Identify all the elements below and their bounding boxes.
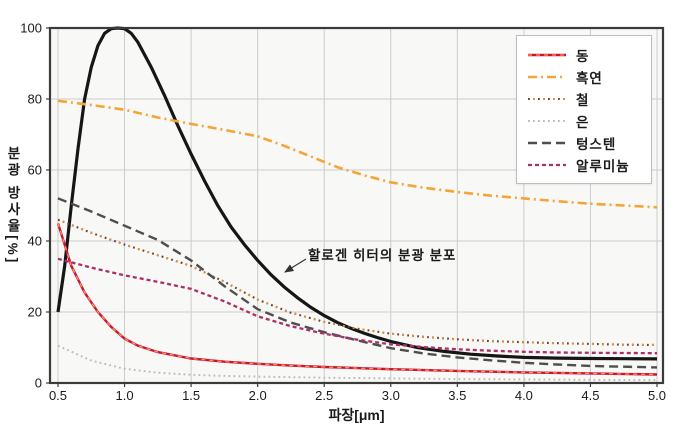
- x-tick-label: 5.0: [648, 388, 666, 403]
- legend-item-tungsten: 텅스텐: [527, 132, 651, 153]
- x-tick-label: 1.0: [116, 388, 134, 403]
- graphite-line-sample: [528, 75, 566, 78]
- curve-iron-overlay: [57, 218, 658, 347]
- legend-label: 흑연: [576, 70, 603, 86]
- silver-line-sample: [528, 119, 566, 122]
- curve-halogen: [56, 26, 658, 361]
- plot-border: [48, 26, 665, 385]
- legend: 동 흑연 철 은 텅스텐 알루미늄: [516, 35, 652, 184]
- x-axis-title: 파장[μm]: [328, 407, 385, 423]
- y-tick-label: 20: [28, 305, 42, 320]
- annotation-arrow: [284, 258, 307, 273]
- legend-label: 철: [576, 92, 590, 108]
- x-tick-label: 2.0: [249, 388, 267, 403]
- legend-label: 동: [576, 48, 590, 64]
- tungsten-line-sample: [528, 141, 566, 144]
- x-tick-label: 2.5: [315, 388, 333, 403]
- x-tick-label: 1.5: [182, 388, 200, 403]
- legend-label: 은: [576, 114, 590, 130]
- legend-item-aluminum: 알루미늄: [527, 154, 651, 175]
- curve-tungsten: [57, 197, 658, 369]
- legend-item-iron: 철: [527, 88, 651, 109]
- x-tick-label: 3.5: [448, 388, 466, 403]
- legend-item-copper: 동: [527, 44, 651, 65]
- aluminum-line-sample: [528, 163, 566, 166]
- y-axis-title: 분광 방사율[%]: [5, 146, 20, 266]
- legend-label: 알루미늄: [576, 158, 630, 174]
- y-tick-label: 40: [28, 234, 42, 249]
- y-tick-label: 100: [20, 21, 42, 36]
- y-tick-label: 60: [28, 163, 42, 178]
- legend-label: 텅스텐: [576, 136, 617, 152]
- curve-silver: [57, 344, 658, 382]
- legend-item-graphite: 흑연: [527, 66, 651, 87]
- iron-line-sample: [528, 97, 566, 100]
- curve-copper-overlay: [57, 223, 658, 376]
- x-tick-label: 4.5: [581, 388, 599, 403]
- halogen-annotation: 할로겐 히터의 분광 분포: [308, 248, 457, 263]
- copper-line-sample: [528, 53, 566, 56]
- x-tick-label: 0.5: [49, 388, 67, 403]
- x-tick-label: 4.0: [515, 388, 533, 403]
- legend-item-silver: 은: [527, 110, 651, 131]
- x-tick-label: 3.0: [382, 388, 400, 403]
- y-tick-label: 0: [35, 376, 42, 391]
- curve-aluminum: [57, 257, 658, 355]
- y-tick-label: 80: [28, 92, 42, 107]
